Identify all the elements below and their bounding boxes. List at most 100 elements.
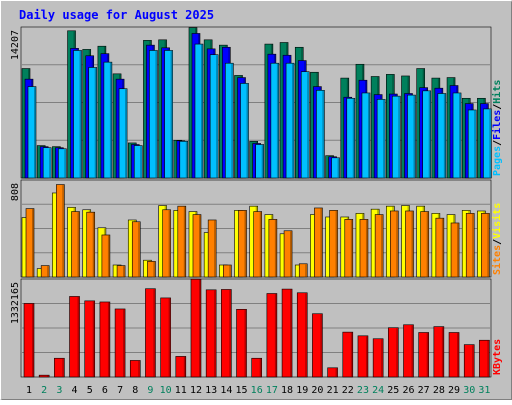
- bar-kbytes-day-11: [175, 356, 187, 378]
- bar-kbytes-day-13: [205, 289, 217, 378]
- bar-pages-day-26: [407, 94, 416, 179]
- x-label-day-3: 3: [56, 385, 62, 396]
- bar-shade: [109, 62, 112, 178]
- legend-kbytes: KBytes: [492, 339, 503, 375]
- bar-shade: [350, 219, 353, 277]
- bar-kbytes-day-22: [342, 331, 354, 378]
- bar-sites-day-11: [177, 205, 187, 278]
- svg-text:KBytes: KBytes: [492, 339, 503, 375]
- bar-shade: [216, 55, 218, 178]
- legend-separator: /: [492, 239, 503, 245]
- x-label-day-2: 2: [41, 385, 47, 396]
- bar-kbytes-day-17: [266, 293, 278, 378]
- bar-shade: [123, 266, 125, 277]
- panel-visits-sites-max-label: 808: [10, 183, 21, 201]
- bar-shade: [185, 141, 188, 178]
- svg-text:Sites/Visits: Sites/Visits: [491, 203, 503, 275]
- bar-shade: [337, 158, 340, 178]
- bar-shade: [411, 325, 413, 377]
- bar-shade: [365, 219, 368, 277]
- x-label-day-22: 22: [342, 385, 354, 396]
- bar-pages-day-28: [437, 93, 447, 179]
- bar-shade: [381, 339, 383, 377]
- bar-shade: [92, 301, 95, 377]
- bar-pages-day-21: [331, 157, 340, 179]
- bar-kbytes-day-21: [327, 367, 338, 378]
- legend-separator: /: [492, 104, 503, 110]
- bar-shade: [320, 314, 322, 377]
- bar-shade: [198, 215, 201, 277]
- bar-shade: [322, 90, 324, 178]
- x-label-day-8: 8: [132, 385, 138, 396]
- bar-shade: [426, 212, 429, 277]
- x-label-day-11: 11: [175, 385, 187, 396]
- bar-sites-day-15: [238, 210, 247, 278]
- bar-shade: [214, 290, 216, 377]
- legend-hits: Hits: [491, 80, 503, 104]
- panel-hits-files-pages-max-label: 14207: [10, 30, 21, 60]
- bar-shade: [107, 302, 110, 377]
- legend-sites: Sites: [491, 245, 503, 275]
- bar-sites-day-1: [25, 208, 35, 278]
- x-label-day-25: 25: [387, 385, 399, 396]
- bar-shade: [459, 93, 461, 178]
- bar-kbytes-day-3: [54, 357, 65, 378]
- bar-kbytes-day-31: [479, 339, 490, 378]
- bar-shade: [335, 368, 338, 377]
- bar-kbytes-day-28: [433, 326, 445, 378]
- bar-sites-day-29: [450, 222, 460, 278]
- bar-shade: [77, 296, 80, 377]
- x-label-day-27: 27: [418, 385, 430, 396]
- x-label-day-20: 20: [311, 385, 323, 396]
- bar-pages-day-30: [467, 109, 477, 179]
- bar-shade: [214, 220, 216, 277]
- x-label-day-17: 17: [266, 385, 278, 396]
- bar-sites-day-3: [56, 184, 65, 278]
- bar-shade: [200, 44, 203, 178]
- bar-shade: [49, 148, 51, 178]
- bar-shade: [123, 309, 125, 377]
- bar-kbytes-day-18: [281, 288, 293, 378]
- bar-shade: [183, 356, 186, 377]
- bar-pages-day-9: [149, 50, 158, 179]
- bar-kbytes-day-24: [372, 338, 384, 378]
- bar-sites-day-9: [147, 261, 156, 278]
- panel-visits-sites-bars: [21, 184, 490, 278]
- bar-pages-day-24: [376, 99, 386, 179]
- bar-shade: [396, 328, 398, 377]
- bar-pages-day-1: [27, 86, 37, 179]
- bar-sites-day-13: [207, 219, 217, 278]
- bar-shade: [441, 218, 444, 277]
- x-label-day-30: 30: [463, 385, 475, 396]
- x-label-day-9: 9: [147, 385, 153, 396]
- bar-shade: [413, 95, 415, 178]
- bar-sites-day-26: [405, 210, 414, 278]
- x-label-day-19: 19: [296, 385, 308, 396]
- x-label-day-12: 12: [190, 385, 202, 396]
- bar-shade: [290, 289, 292, 377]
- bar-shade: [183, 206, 186, 277]
- bar-shade: [305, 264, 307, 277]
- bar-kbytes-day-30: [463, 344, 475, 378]
- bar-shade: [138, 360, 140, 377]
- bar-shade: [292, 63, 294, 178]
- bar-sites-day-19: [298, 263, 308, 278]
- bar-pages-day-12: [194, 43, 204, 179]
- bar-pages-day-11: [179, 141, 189, 179]
- bar-kbytes-day-5: [84, 300, 96, 378]
- legend-separator: /: [492, 140, 503, 146]
- bar-shade: [62, 185, 64, 277]
- bar-kbytes-day-1: [23, 303, 35, 378]
- x-label-day-14: 14: [220, 385, 232, 396]
- bar-sites-day-14: [223, 264, 232, 278]
- bar-pages-day-5: [88, 67, 98, 179]
- bar-shade: [320, 208, 322, 277]
- bar-shade: [94, 67, 97, 178]
- panel-hits-files-pages: 14207 Pages/Files/Hits: [10, 26, 503, 179]
- bar-shade: [34, 87, 36, 178]
- bar-shade: [32, 303, 34, 377]
- panel-visits-sites: 808 Sites/Visits: [10, 179, 503, 278]
- bar-shade: [153, 261, 155, 277]
